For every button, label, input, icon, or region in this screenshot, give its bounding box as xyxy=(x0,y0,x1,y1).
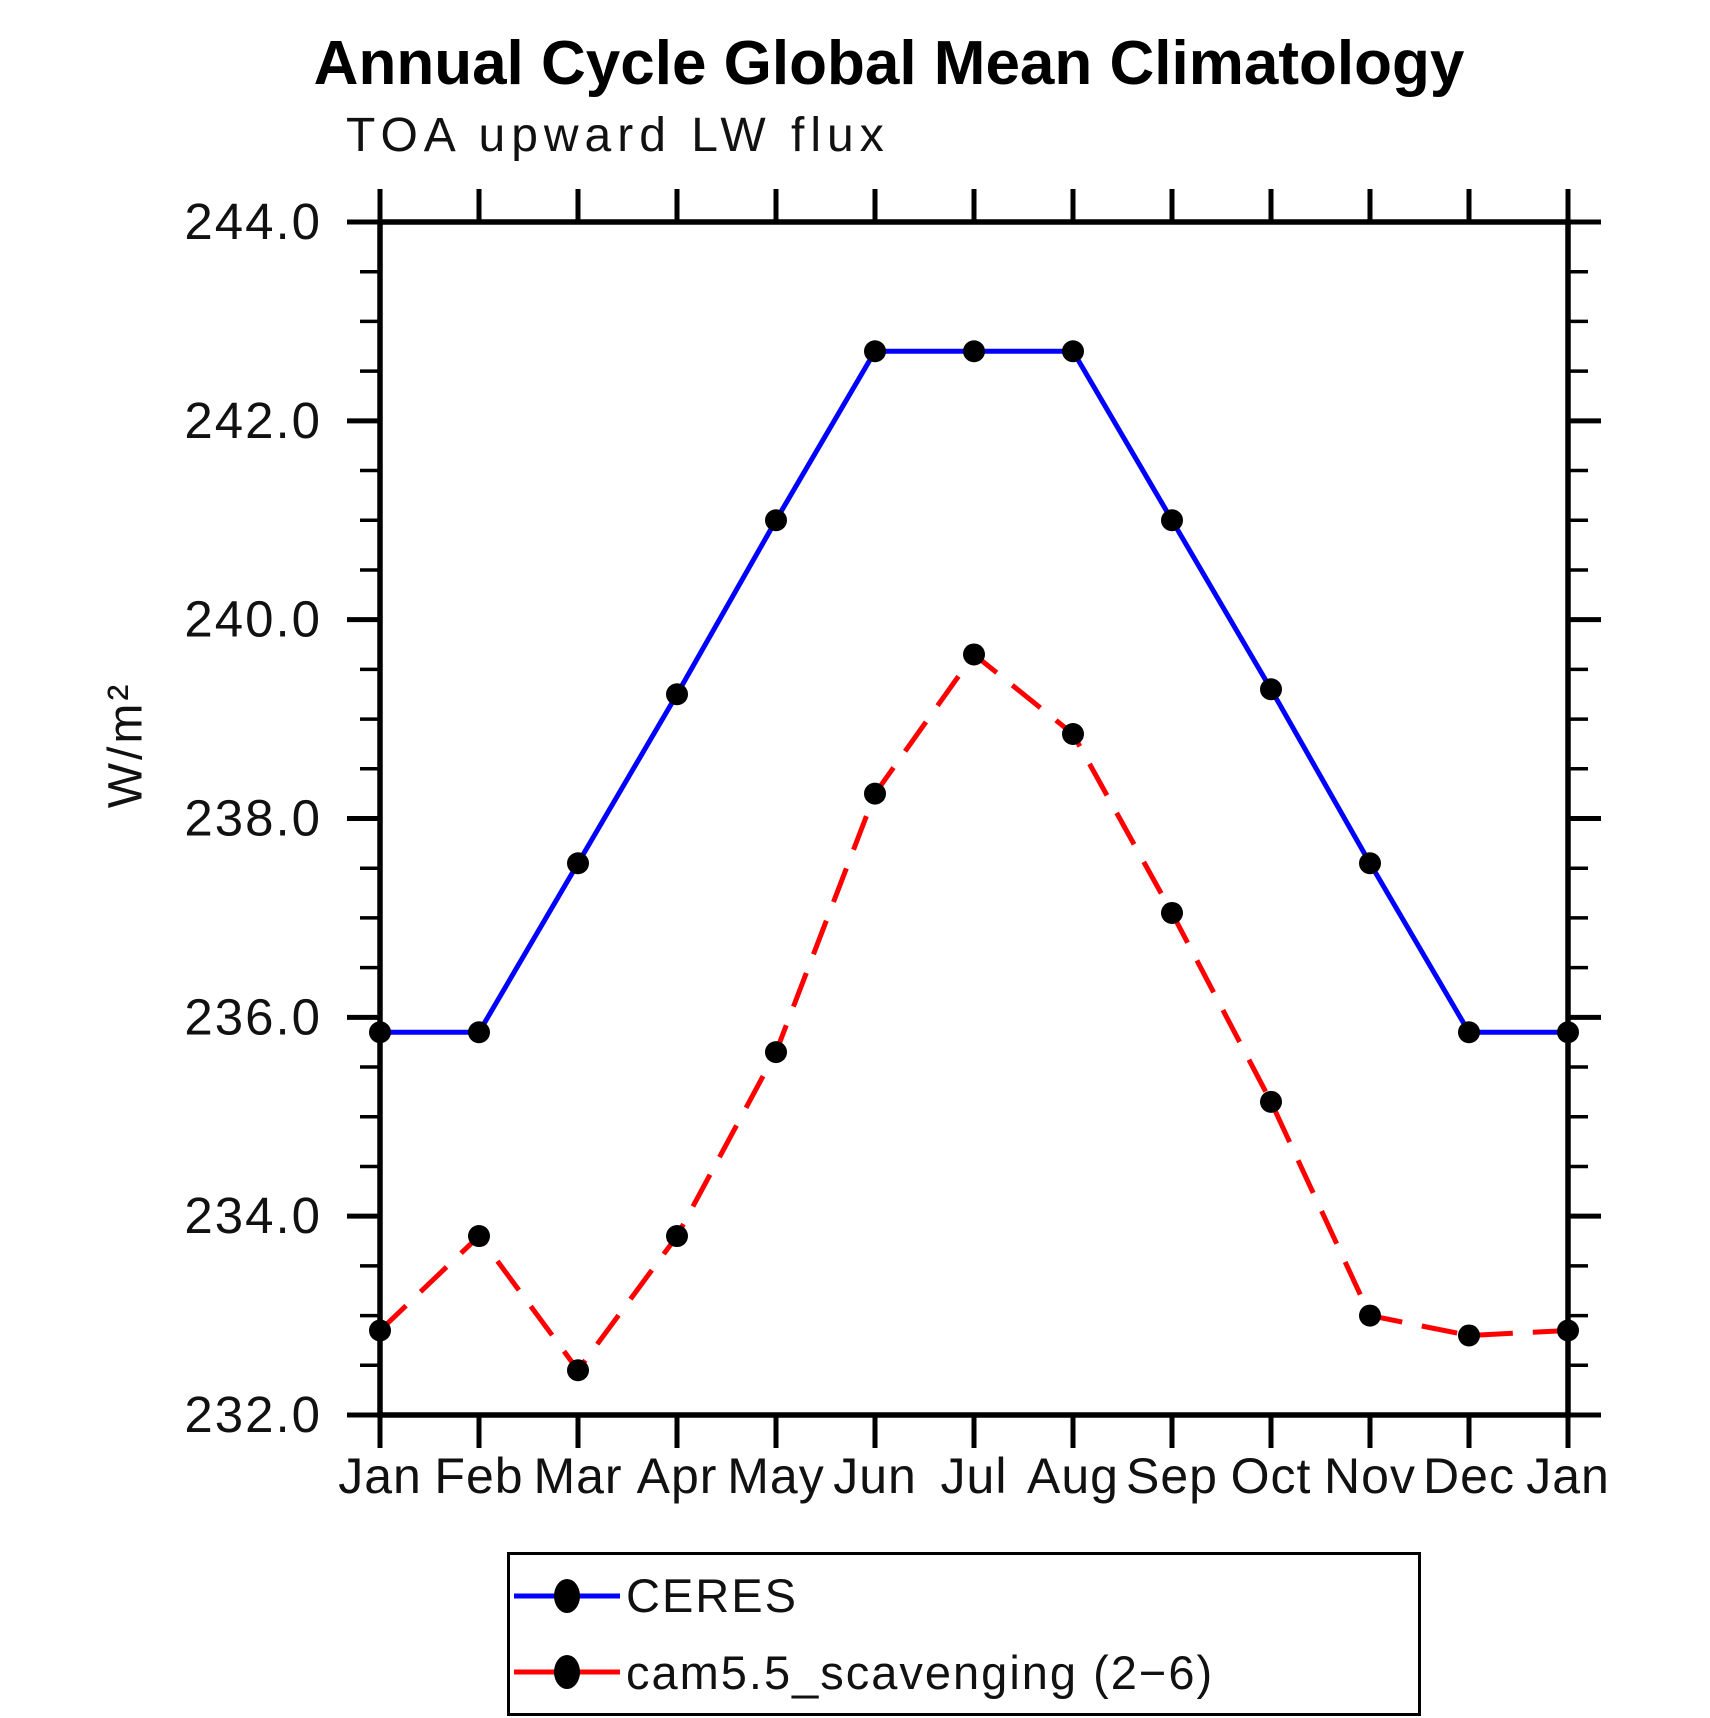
legend-marker-dot xyxy=(554,1578,580,1613)
chart-title: Annual Cycle Global Mean Climatology xyxy=(313,29,1465,98)
y-tick-label: 236.0 xyxy=(184,988,322,1045)
legend-label: cam5.5_scavenging (2−6) xyxy=(626,1645,1215,1699)
plot-frame xyxy=(377,219,1571,1418)
x-tick-label: Mar xyxy=(533,1448,622,1504)
x-tick-label: Apr xyxy=(637,1448,718,1504)
chart-subtitle: TOA upward LW flux xyxy=(346,109,890,162)
legend-line-sample-dashed xyxy=(514,1655,620,1690)
data-point-marker xyxy=(468,1225,490,1248)
data-point-marker xyxy=(1161,509,1183,532)
x-tick-label: Aug xyxy=(1027,1448,1119,1504)
legend-marker-dot xyxy=(554,1655,580,1690)
y-tick-label: 240.0 xyxy=(184,591,322,648)
data-point-marker xyxy=(1062,340,1084,363)
data-point-marker xyxy=(1260,1090,1282,1113)
x-tick-label: Oct xyxy=(1231,1448,1312,1504)
data-point-marker xyxy=(1260,678,1282,701)
data-point-marker xyxy=(864,340,886,363)
x-tick-label: Nov xyxy=(1324,1448,1416,1504)
legend-label: CERES xyxy=(626,1569,798,1623)
x-tick-label: Feb xyxy=(434,1448,523,1504)
series-line-ceres xyxy=(380,348,1568,1035)
y-tick-label: 244.0 xyxy=(184,193,322,250)
y-tick-label: 232.0 xyxy=(184,1386,322,1443)
x-tick-label: May xyxy=(727,1448,824,1504)
data-point-marker xyxy=(1359,852,1381,875)
x-tick-label: Jul xyxy=(941,1448,1008,1504)
x-tick-label: Jan xyxy=(1526,1448,1610,1504)
data-point-marker xyxy=(666,683,688,706)
data-point-marker xyxy=(1062,722,1084,745)
x-tick-label: Jan xyxy=(338,1448,422,1504)
series-line-cam5-5-scavenging-2-6- xyxy=(378,650,1569,1375)
data-point-marker xyxy=(567,1359,589,1382)
data-point-marker xyxy=(369,1319,391,1342)
legend-item-cam55: cam5.5_scavenging (2−6) xyxy=(510,1636,1418,1708)
data-point-marker xyxy=(468,1021,490,1044)
data-point-marker xyxy=(1359,1304,1381,1327)
y-tick-label: 238.0 xyxy=(184,790,322,847)
data-point-marker xyxy=(1161,901,1183,924)
data-point-marker xyxy=(1458,1324,1480,1347)
data-point-marker xyxy=(864,782,886,805)
data-point-marker xyxy=(765,509,787,532)
data-point-marker xyxy=(1458,1021,1480,1044)
data-point-marker xyxy=(1557,1021,1579,1044)
legend-box: CERES cam5.5_scavenging (2−6) xyxy=(507,1552,1421,1716)
y-tick-label: 242.0 xyxy=(184,392,322,449)
data-point-marker xyxy=(369,1021,391,1044)
data-point-marker xyxy=(963,643,985,666)
data-point-marker xyxy=(1557,1319,1579,1342)
x-tick-label: Sep xyxy=(1126,1448,1218,1504)
data-point-marker xyxy=(666,1225,688,1248)
data-point-marker xyxy=(963,340,985,363)
data-point-marker xyxy=(567,852,589,875)
x-tick-label: Jun xyxy=(833,1448,917,1504)
legend-line-sample-solid xyxy=(514,1578,620,1613)
x-tick-label: Dec xyxy=(1423,1448,1515,1504)
y-tick-label: 234.0 xyxy=(184,1187,322,1244)
legend-item-ceres: CERES xyxy=(510,1560,1418,1632)
data-point-marker xyxy=(765,1041,787,1064)
